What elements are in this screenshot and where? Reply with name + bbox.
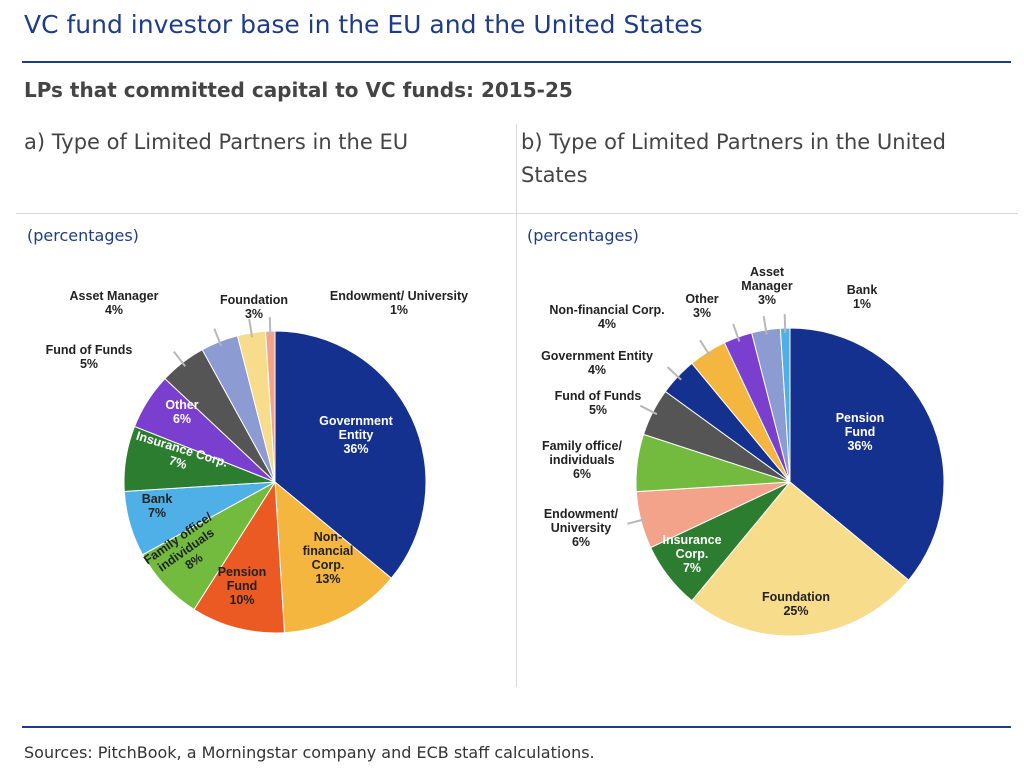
figure-subtitle: LPs that committed capital to VC funds: … [24,78,573,102]
leader-line-government-entity [666,366,682,381]
slice-label-asset-manager: Asset Manager 3% [741,265,793,307]
slice-value-insurance-corp: 7% [167,453,188,472]
slice-value-foundation: 3% [245,307,263,321]
slice-label-endowment-university: Endowment/University 6% [544,507,619,549]
eu-pie-chart: Government Entity 36% Non-financial Corp. 13%… [46,289,469,634]
slice-value-pension-fund: 10% [229,593,254,607]
pie-slices [123,330,427,634]
leader-line-foundation [248,318,254,338]
slice-value-bank: 1% [853,297,871,311]
pie-slice-government-entity [274,330,427,579]
slice-value-family-office-individuals: 6% [573,467,591,481]
slice-label-other: Other 3% [685,292,718,320]
slice-label-fund-of-funds: Fund of Funds 5% [555,389,642,417]
panel-divider-vertical [516,124,517,687]
source-note: Sources: PitchBook, a Morningstar compan… [24,743,595,762]
panel-b-title: b) Type of Limited Partners in the Unite… [521,130,946,187]
panel-a-unit: (percentages) [27,226,139,245]
slice-label-family-office-individuals: Family office/individuals 6% [542,439,622,481]
slice-value-endowment-university: 6% [572,535,590,549]
slice-value-endowment-university: 1% [390,303,408,317]
slice-value-foundation: 25% [783,604,808,618]
slice-value-non-financial-corp: 4% [598,317,616,331]
figure-title: VC fund investor base in the EU and the … [24,10,703,39]
pie-slice-pension-fund [193,480,286,634]
panel-divider-horizontal [16,213,1018,214]
slice-label-foundation: Foundation 25% [762,590,830,618]
slice-value-asset-manager: 4% [105,303,123,317]
slice-value-insurance-corp: 7% [683,561,701,575]
leader-lines [627,314,787,525]
pie-slice-foundation [691,481,910,637]
panel-b-unit: (percentages) [527,226,639,245]
slice-label-non-financial-corp: Non-financial Corp. 13% [303,530,354,586]
slice-labels: Pension Fund 36% Foundation 25% Insurance Corp… [541,265,884,618]
pie-slice-pension-fund [789,327,945,581]
leader-line-fund-of-funds [639,404,658,416]
leader-lines [173,317,272,367]
leader-line-non-financial-corp [699,339,711,357]
slice-value-other: 6% [173,412,191,426]
slice-value-government-entity: 36% [343,442,368,456]
slice-label-pension-fund: Pension Fund 10% [218,565,267,607]
slice-value-other: 3% [693,306,711,320]
slice-label-pension-fund: Pension Fund 36% [836,411,885,453]
slice-value-non-financial-corp: 13% [315,572,340,586]
slice-label-other: Other 6% [165,398,198,426]
pie-slice-non-financial-corp [274,480,393,634]
slice-label-non-financial-corp: Non-financial Corp. 4% [549,303,664,331]
leader-line-endowment-university [627,518,646,525]
slice-value-fund-of-funds: 5% [589,403,607,417]
leader-line-other [732,323,741,342]
slice-value-pension-fund: 36% [847,439,872,453]
slice-value-fund-of-funds: 5% [80,357,98,371]
slice-label-endowment-university: Endowment/ University 1% [330,289,468,317]
slice-label-asset-manager: Asset Manager 4% [70,289,159,317]
slice-label-government-entity: Government Entity 4% [541,349,653,377]
leader-line-asset-manager [213,328,223,347]
slice-value-government-entity: 4% [588,363,606,377]
leader-line-asset-manager [762,315,768,335]
panel-a-title: a) Type of Limited Partners in the EU [24,130,409,154]
slice-value-asset-manager: 3% [758,293,776,307]
leader-line-fund-of-funds [173,350,186,367]
slice-value-bank: 7% [148,506,166,520]
bottom-rule [22,726,1011,728]
slice-label-bank: Bank 1% [847,283,878,311]
pie-slices [635,327,945,637]
us-pie-chart: Pension Fund 36% Foundation 25% Insurance Corp… [541,265,945,637]
slice-label-government-entity: Government Entity 36% [319,414,393,456]
leader-line-endowment-university [268,317,272,336]
leader-line-bank [783,314,787,333]
top-rule [22,61,1011,63]
slice-label-foundation: Foundation 3% [220,293,288,321]
slice-label-insurance-corp: Insurance Corp. 7% [662,533,721,575]
slice-labels: Government Entity 36% Non-financial Corp. 13%… [46,289,469,607]
slice-label-bank: Bank 7% [142,492,173,520]
slice-label-fund-of-funds: Fund of Funds 5% [46,343,133,371]
